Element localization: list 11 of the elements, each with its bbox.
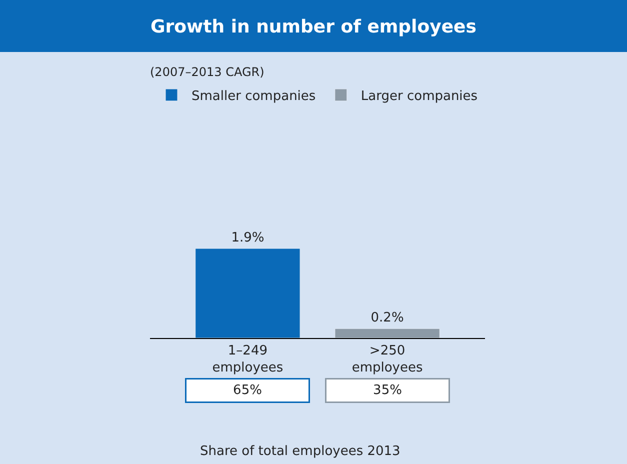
data-label: 0.2% <box>370 310 404 326</box>
chart-title: Growth in number of employees <box>150 16 476 38</box>
chart-subtitle: (2007–2013 CAGR) <box>150 65 264 79</box>
x-tick-label: >250 employees <box>352 344 423 376</box>
text: Share of total employees 2013 <box>200 444 400 459</box>
data-label: 1.9% <box>231 230 264 246</box>
legend-label: Smaller companies <box>192 89 316 104</box>
x-tick-label: 1–249 employees <box>212 344 284 376</box>
text: 35% <box>373 383 402 398</box>
legend-label: Larger companies <box>360 89 478 104</box>
text: 65% <box>233 383 262 398</box>
